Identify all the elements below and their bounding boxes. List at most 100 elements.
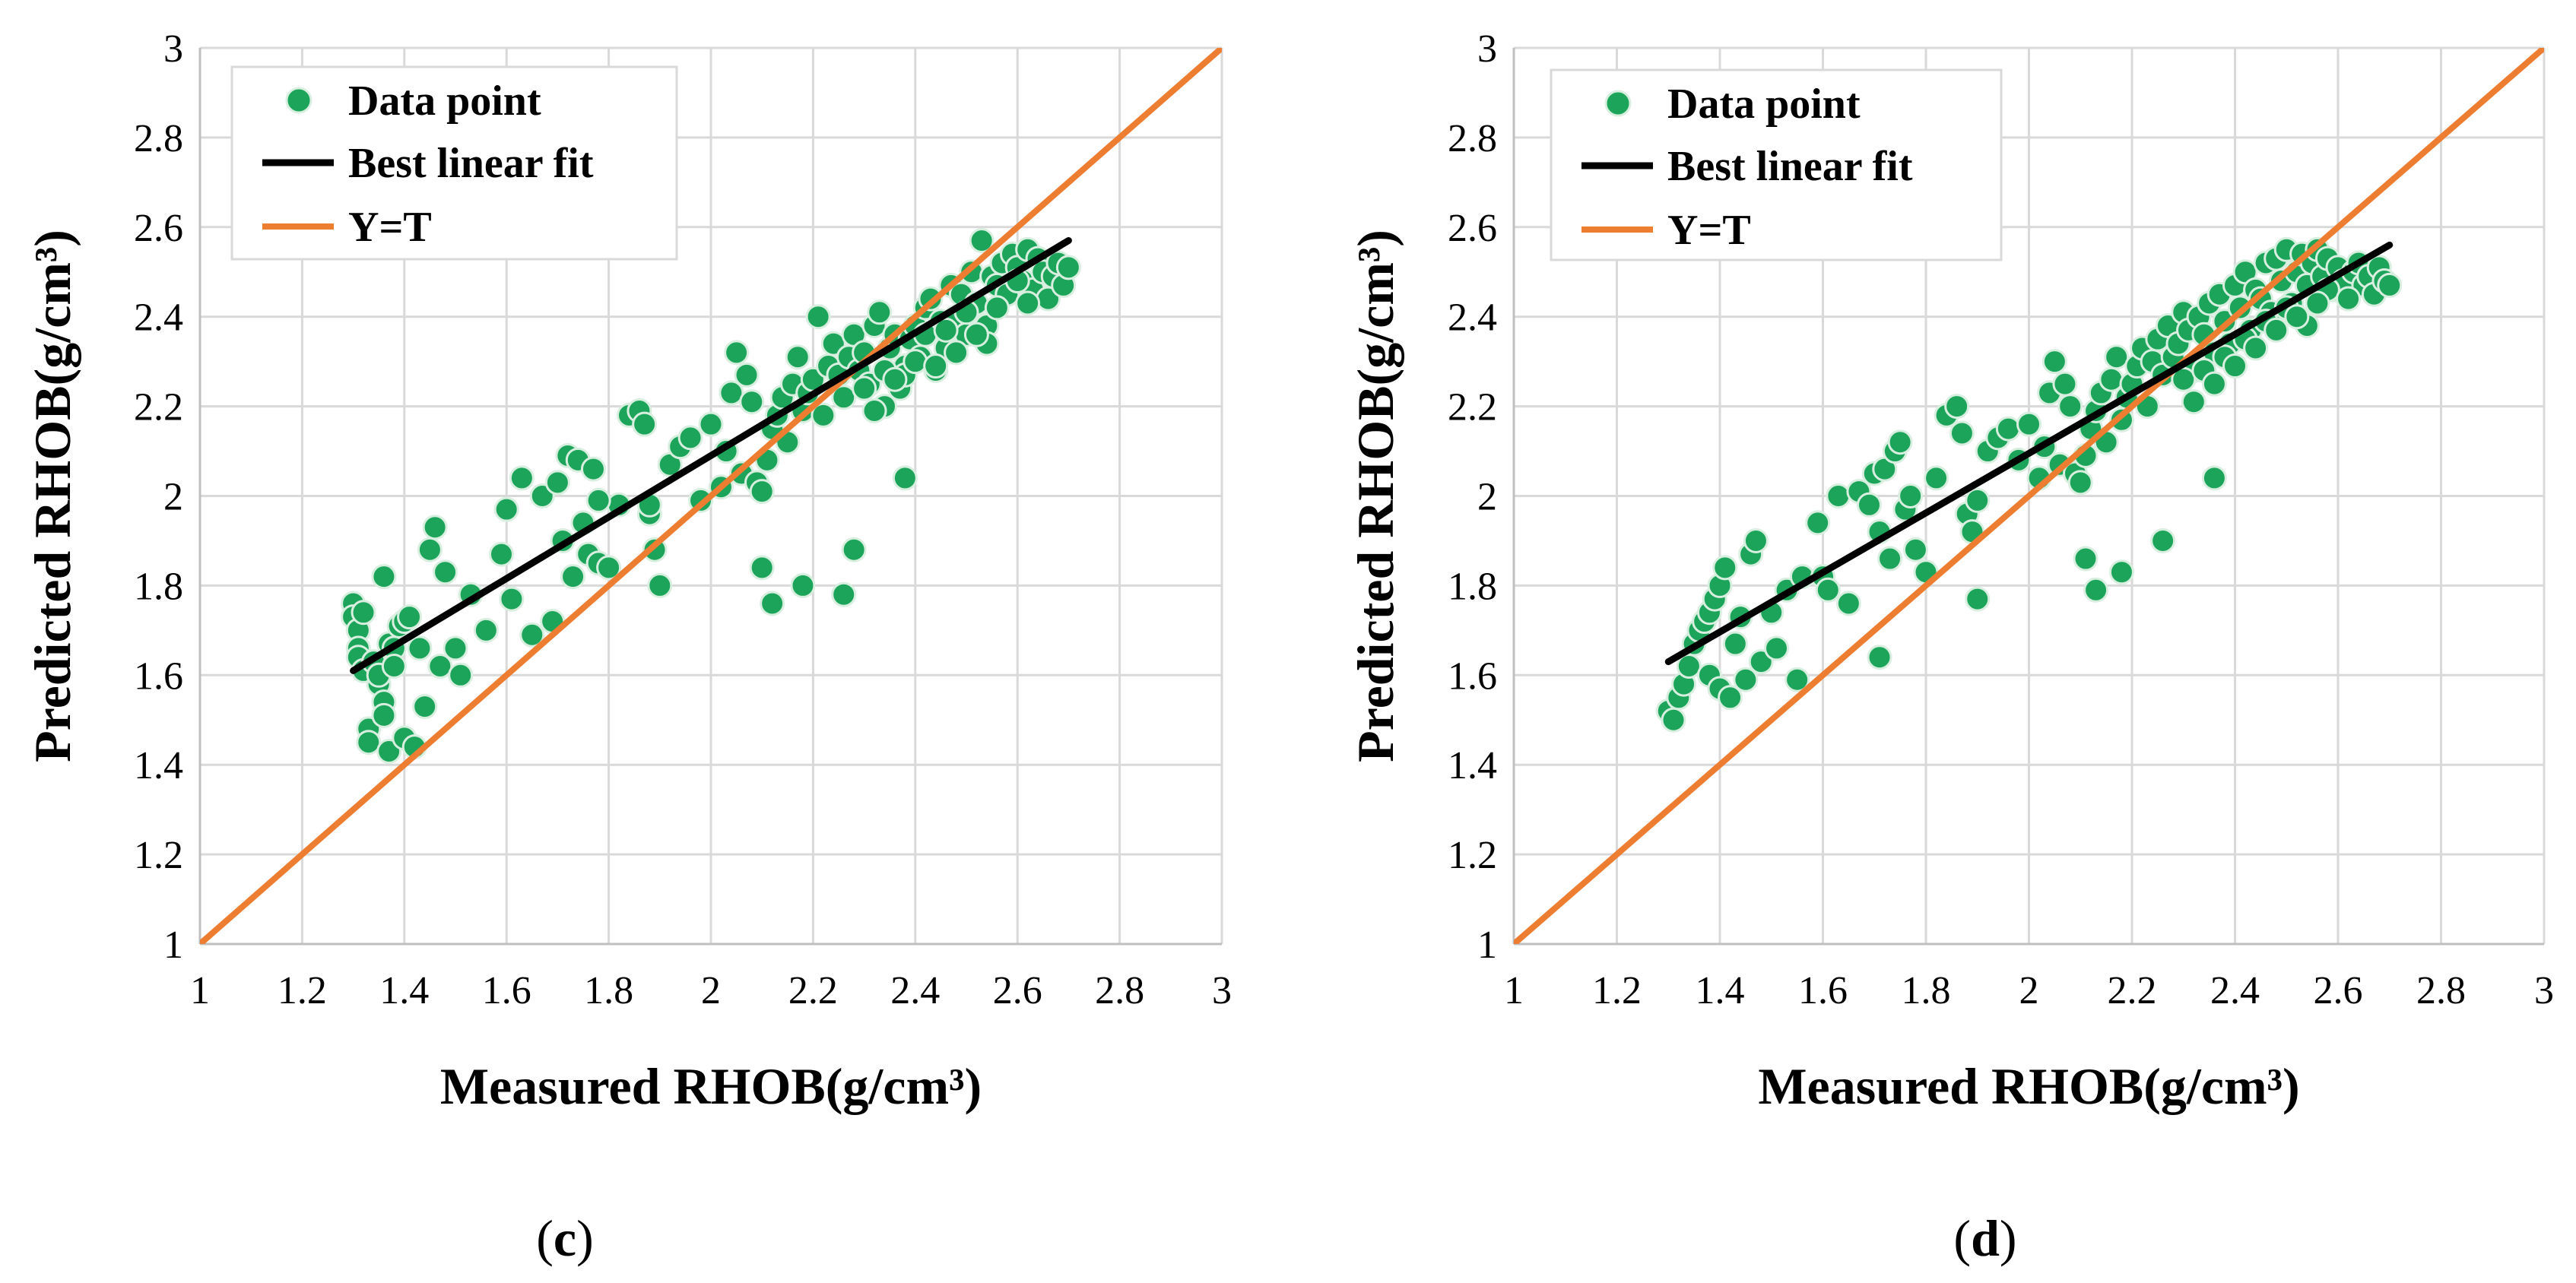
data-point xyxy=(1868,646,1891,669)
data-point xyxy=(842,538,865,561)
data-point xyxy=(1889,431,1911,454)
x-tick-label: 1.8 xyxy=(584,969,633,1012)
panel-label: (c) xyxy=(536,1209,594,1267)
y-tick-label: 2 xyxy=(1477,476,1497,519)
data-point xyxy=(750,556,773,579)
y-tick-label: 3 xyxy=(1477,27,1497,71)
y-axis-title: Predicted RHOB(g/cm³) xyxy=(1347,230,1404,762)
panel-label: (d) xyxy=(1953,1209,2016,1267)
data-point xyxy=(633,413,656,436)
y-tick-label: 1.8 xyxy=(1448,565,1497,608)
data-point xyxy=(649,574,671,597)
scatter-chart-c: 1 1.2 1.4 1.6 1.8 2 2.2 2.4 2.6 2.8 3 1 1.2 1.4 1.6 1.8… xyxy=(0,0,1293,1283)
x-tick-label: 1.6 xyxy=(1798,969,1848,1012)
data-point xyxy=(2105,346,2128,369)
data-point xyxy=(2085,578,2108,601)
legend-point-marker xyxy=(1606,91,1630,116)
data-point xyxy=(833,583,855,606)
x-tick-label: 2 xyxy=(2019,969,2039,1012)
x-tick-label: 1.2 xyxy=(1592,969,1642,1012)
data-point xyxy=(741,391,763,413)
data-point xyxy=(792,574,814,597)
x-tick-label: 1.6 xyxy=(482,969,531,1012)
legend-entry-label: Y=T xyxy=(348,204,432,251)
data-point xyxy=(1997,417,2019,440)
data-point xyxy=(510,467,533,489)
data-point xyxy=(679,426,702,449)
data-point xyxy=(2286,306,2308,328)
data-point xyxy=(868,301,891,324)
y-tick-label: 2.8 xyxy=(1448,117,1497,160)
data-point xyxy=(1925,467,1948,489)
y-tick-label: 2.4 xyxy=(134,296,183,340)
panel-c: 1 1.2 1.4 1.6 1.8 2 2.2 2.4 2.6 2.8 3 1 1.2 1.4 1.6 1.8… xyxy=(0,0,1293,1283)
x-tick-label: 2.8 xyxy=(2416,969,2466,1012)
data-point xyxy=(2110,561,2133,584)
scatter-chart-d: 1 1.2 1.4 1.6 1.8 2 2.2 2.4 2.6 2.8 3 1 1.2 1.4 1.6 1.8… xyxy=(1323,0,2576,1283)
data-point xyxy=(1714,556,1737,579)
x-axis-title: Measured RHOB(g/cm³) xyxy=(1758,1057,2299,1115)
y-tick-label: 1 xyxy=(1477,923,1497,967)
data-point xyxy=(1057,256,1080,279)
data-point xyxy=(1857,493,1880,516)
data-point xyxy=(945,341,968,364)
y-tick-label: 3 xyxy=(163,27,183,71)
y-tick-label: 2.4 xyxy=(1448,296,1497,340)
data-point xyxy=(1899,485,1922,508)
x-tick-label: 2.4 xyxy=(890,969,940,1012)
data-point xyxy=(382,655,405,678)
data-point xyxy=(500,588,523,610)
x-tick-label: 2.2 xyxy=(788,969,838,1012)
data-point xyxy=(1950,422,1973,445)
legend-entry-label: Data point xyxy=(348,78,541,125)
data-point xyxy=(1879,547,1902,570)
data-point xyxy=(582,458,604,480)
legend: Data pointBest linear fitY=T xyxy=(1551,70,2001,260)
data-point xyxy=(408,637,431,660)
data-point xyxy=(562,565,585,588)
data-point xyxy=(2378,274,2401,296)
data-point xyxy=(546,471,569,494)
data-point xyxy=(1946,395,1968,418)
data-point xyxy=(2244,337,2267,360)
data-point xyxy=(2224,355,2247,378)
data-point xyxy=(352,601,375,624)
legend: Data point Best linear fit Y=T xyxy=(232,67,677,259)
data-point xyxy=(1966,588,1989,610)
x-tick-label: 2.6 xyxy=(2314,969,2363,1012)
data-point xyxy=(750,480,773,503)
data-point xyxy=(1744,529,1767,552)
data-point xyxy=(893,467,916,489)
x-tick-label: 2 xyxy=(701,969,721,1012)
data-point xyxy=(1816,578,1839,601)
legend-entry-label: Best linear fit xyxy=(348,140,594,187)
y-tick-label: 1.6 xyxy=(1448,654,1497,698)
data-point xyxy=(587,489,610,512)
data-point xyxy=(863,399,886,422)
data-point xyxy=(2018,413,2041,436)
data-point xyxy=(965,323,988,346)
data-point xyxy=(725,341,748,364)
data-point xyxy=(2152,529,2175,552)
data-point xyxy=(2182,391,2205,413)
data-point xyxy=(1765,637,1788,660)
data-point xyxy=(807,306,830,328)
data-point xyxy=(735,363,758,386)
data-point xyxy=(1807,512,1829,534)
data-point xyxy=(884,368,906,391)
y-tick-label: 2.2 xyxy=(134,386,183,429)
y-tick-label: 1.4 xyxy=(1448,744,1497,787)
x-tick-label: 1 xyxy=(1504,969,1524,1012)
x-tick-label: 1 xyxy=(190,969,210,1012)
data-point xyxy=(434,561,457,584)
data-point xyxy=(2043,350,2066,373)
data-point xyxy=(2203,372,2225,395)
x-tick-label: 1.4 xyxy=(379,969,429,1012)
data-point xyxy=(373,565,395,588)
data-point xyxy=(418,538,441,561)
data-point xyxy=(424,516,446,539)
data-point xyxy=(398,606,421,629)
data-point xyxy=(1724,632,1746,655)
data-point xyxy=(2059,395,2082,418)
data-point xyxy=(2054,372,2076,395)
